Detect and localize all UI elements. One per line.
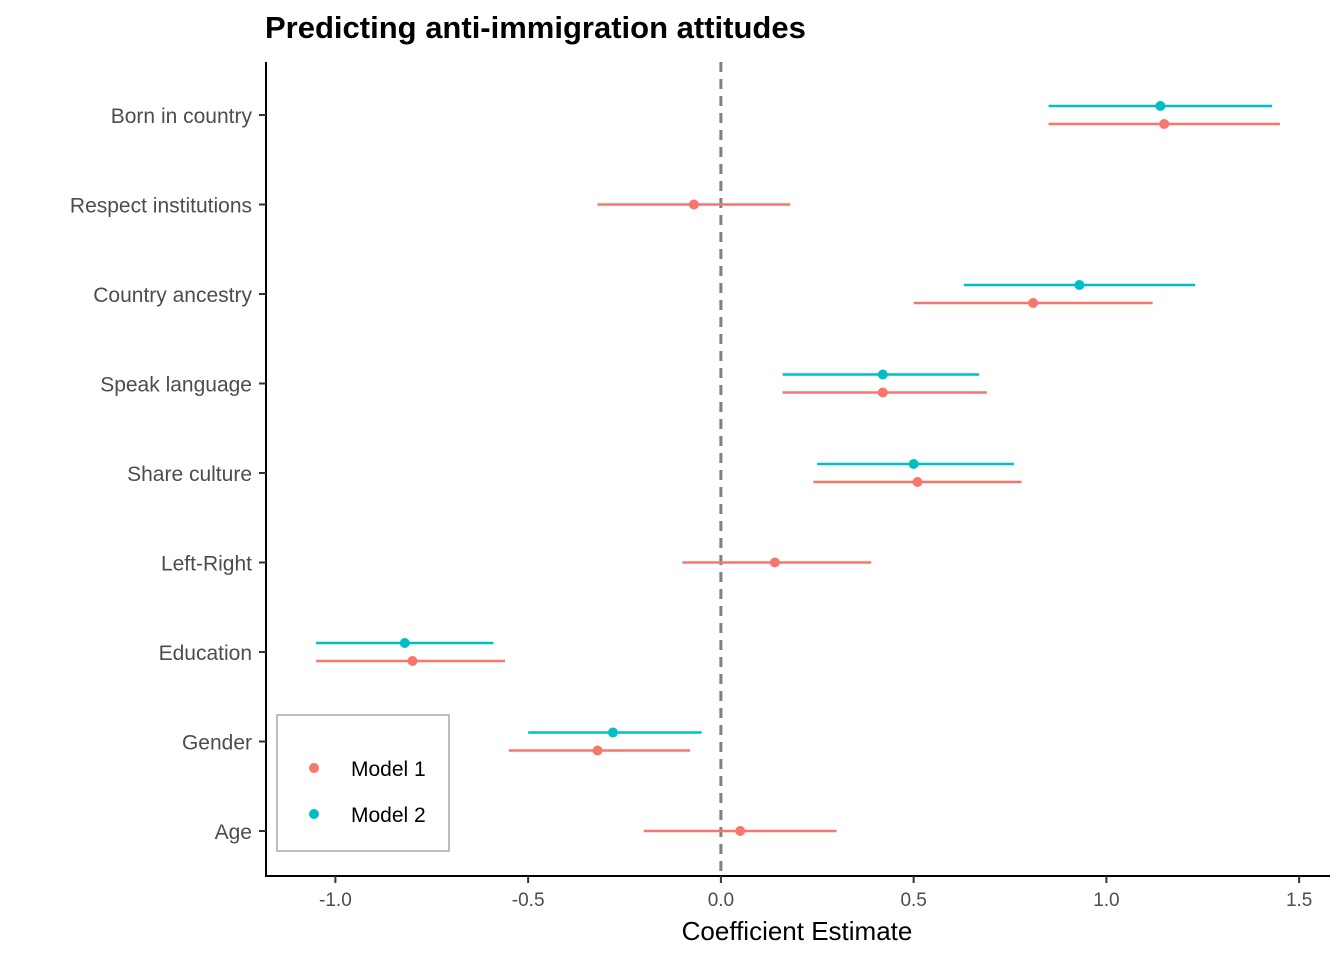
estimate-point (877, 387, 888, 398)
x-tick-label: 0.0 (708, 890, 734, 911)
plot-area (316, 62, 1280, 876)
estimate-point (912, 477, 923, 487)
estimate-point (688, 199, 699, 210)
y-tick-label: Education (159, 642, 252, 665)
y-tick-label: Share culture (127, 463, 252, 486)
y-axis-labels: Born in country Respect institutions Count… (70, 105, 266, 844)
y-tick-label: Gender (182, 732, 252, 755)
y-tick-label: Respect institutions (70, 195, 252, 218)
estimate-point (607, 727, 618, 738)
estimate-point (1155, 101, 1166, 111)
estimate-point (908, 459, 919, 469)
chart-title: Predicting anti-immigration attitudes (265, 10, 806, 45)
legend-box (276, 714, 450, 852)
x-axis-title: Coefficient Estimate (682, 916, 913, 946)
estimate-point (592, 745, 603, 756)
legend-key (309, 809, 319, 819)
legend: Model 1 Model 2 (276, 714, 450, 852)
estimate-point (735, 826, 746, 836)
y-tick-label: Speak language (100, 374, 252, 397)
x-axis-ticks: -1.0 -0.5 0.0 0.5 1.0 1.5 (319, 876, 1312, 911)
legend-label: Model 2 (351, 804, 426, 827)
x-tick-label: 1.0 (1093, 890, 1119, 911)
x-tick-label: 1.5 (1286, 890, 1312, 911)
legend-key (309, 763, 319, 773)
legend-label: Model 1 (351, 758, 426, 781)
estimate-point (1159, 119, 1170, 129)
estimate-point (1074, 280, 1085, 290)
y-tick-label: Age (215, 821, 252, 844)
x-tick-label: -0.5 (512, 890, 545, 911)
estimate-point (407, 656, 418, 666)
y-tick-label: Born in country (111, 105, 253, 128)
estimate-point (769, 557, 780, 568)
x-tick-label: 0.5 (900, 890, 926, 911)
estimate-point (1028, 298, 1039, 308)
x-tick-label: -1.0 (319, 890, 352, 911)
estimate-point (399, 638, 410, 648)
y-tick-label: Left-Right (161, 553, 252, 576)
estimate-point (877, 369, 888, 380)
y-tick-label: Country ancestry (93, 284, 252, 307)
